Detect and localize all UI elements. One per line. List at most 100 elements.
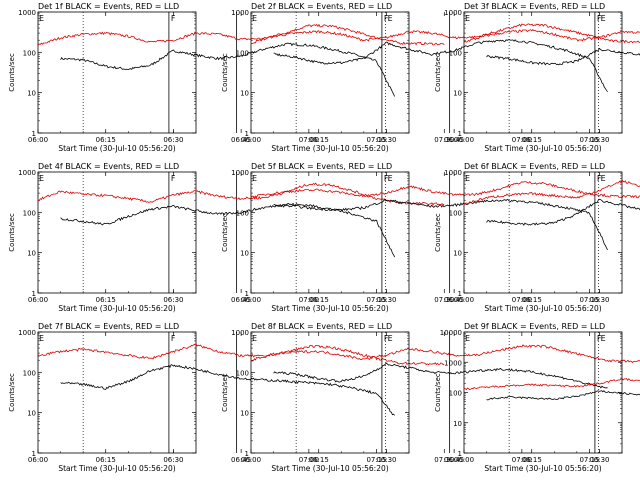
x-tick-label: 07:15: [366, 456, 386, 464]
marker-letter: E: [465, 334, 470, 343]
y-axis-label: Counts/sec: [8, 213, 16, 252]
x-tick-label: 06:45: [444, 296, 464, 304]
panel-title: Det 4f BLACK = Events, RED = LLD: [38, 162, 179, 171]
x-tick-label: 07:30: [434, 136, 454, 144]
x-tick-label: 07:15: [579, 456, 599, 464]
x-tick-label: 07:00: [299, 136, 319, 144]
y-tick-label: 100: [449, 209, 462, 217]
x-axis-label: Start Time (30-Jul-10 05:56:20): [484, 304, 601, 313]
y-axis-label: Counts/sec: [221, 213, 229, 252]
marker-letter: E: [39, 334, 44, 343]
y-tick-label: 10: [27, 250, 36, 258]
events-series-line: [60, 42, 395, 97]
lld-series-line: [37, 182, 445, 206]
marker-letter: E: [252, 14, 257, 23]
x-tick-label: 06:15: [522, 136, 542, 144]
x-tick-label: 06:15: [96, 296, 116, 304]
lld-series-line: [463, 29, 640, 43]
x-tick-label: 06:00: [241, 136, 261, 144]
marker-letter: E: [388, 174, 393, 183]
x-tick-label: 06:30: [163, 296, 183, 304]
x-tick-label: 06:00: [28, 296, 48, 304]
panel-title: Det 8f BLACK = Events, RED = LLD: [251, 322, 392, 331]
panel-title: Det 2f BLACK = Events, RED = LLD: [251, 2, 392, 11]
y-tick-label: 10: [453, 420, 462, 428]
marker-letter: F: [597, 334, 602, 343]
y-tick-label: 1000: [444, 9, 462, 17]
events-series-line: [60, 202, 395, 258]
panel: Det 5f BLACK = Events, RED = LLD11010010…: [221, 162, 640, 313]
y-tick-label: 1: [458, 130, 462, 138]
marker-letter: F: [171, 14, 176, 23]
x-tick-label: 07:00: [299, 456, 319, 464]
y-tick-label: 10: [240, 250, 249, 258]
lld-series-line: [37, 23, 445, 46]
x-tick-label: 07:00: [512, 296, 532, 304]
lld-series-line: [463, 178, 640, 205]
x-tick-label: 07:00: [299, 296, 319, 304]
events-series-line: [273, 198, 608, 251]
x-tick-label: 06:45: [444, 136, 464, 144]
y-tick-label: 1000: [231, 329, 249, 337]
x-tick-label: 06:15: [309, 296, 329, 304]
plot-frame: [250, 171, 410, 294]
plot-frame: [250, 11, 410, 134]
panel-title: Det 3f BLACK = Events, RED = LLD: [464, 2, 605, 11]
y-tick-label: 1000: [444, 169, 462, 177]
y-axis-label: Counts/sec: [434, 213, 442, 252]
y-tick-label: 10: [27, 90, 36, 98]
y-axis-label: Counts/sec: [221, 373, 229, 412]
x-tick-label: 06:00: [454, 456, 474, 464]
x-tick-label: 07:15: [579, 296, 599, 304]
plot-frame: [250, 331, 410, 454]
x-tick-label: 06:00: [454, 136, 474, 144]
plot-frame: [37, 331, 197, 454]
y-tick-label: 10: [240, 90, 249, 98]
x-axis-label: Start Time (30-Jul-10 05:56:20): [484, 144, 601, 153]
x-tick-label: 06:15: [309, 136, 329, 144]
x-tick-label: 06:30: [589, 296, 609, 304]
y-tick-label: 1000: [18, 169, 36, 177]
x-axis-label: Start Time (30-Jul-10 05:56:20): [271, 144, 388, 153]
x-tick-label: 06:15: [522, 456, 542, 464]
x-tick-label: 06:30: [376, 456, 396, 464]
panel-title: Det 6f BLACK = Events, RED = LLD: [464, 162, 605, 171]
y-axis-label: Counts/sec: [8, 373, 16, 412]
panel-title: Det 1f BLACK = Events, RED = LLD: [38, 2, 179, 11]
y-tick-label: 1: [32, 450, 36, 458]
events-series-line: [273, 362, 608, 389]
panel: Det 7f BLACK = Events, RED = LLD11010010…: [8, 322, 454, 473]
y-tick-label: 100: [236, 49, 249, 57]
x-tick-label: 06:15: [309, 456, 329, 464]
events-series-line: [60, 364, 395, 416]
marker-letter: E: [252, 174, 257, 183]
panel-title: Det 9f BLACK = Events, RED = LLD: [464, 322, 605, 331]
marker-letter: E: [39, 174, 44, 183]
marker-letter: E: [388, 14, 393, 23]
y-tick-label: 1000: [231, 9, 249, 17]
y-tick-label: 10000: [440, 329, 462, 337]
y-tick-label: 1: [458, 290, 462, 298]
lld-series-line: [250, 23, 640, 45]
x-tick-label: 07:30: [434, 296, 454, 304]
x-axis-label: Start Time (30-Jul-10 05:56:20): [58, 304, 175, 313]
x-tick-label: 06:15: [96, 456, 116, 464]
x-tick-label: 06:45: [444, 456, 464, 464]
panel: Det 9f BLACK = Events, RED = LLD 1 10 100 10…: [434, 322, 640, 473]
marker-letter: F: [384, 174, 389, 183]
marker-letter: E: [601, 14, 606, 23]
panel: Det 1f BLACK = Events, RED = LLD11010010…: [8, 2, 454, 153]
x-tick-label: 06:30: [589, 136, 609, 144]
panel: Det 4f BLACK = Events, RED = LLD11010010…: [8, 162, 454, 313]
y-tick-label: 1000: [18, 9, 36, 17]
x-tick-label: 06:00: [241, 296, 261, 304]
marker-letter: F: [171, 334, 176, 343]
y-axis-label: Counts/sec: [434, 53, 442, 92]
panel: Det 6f BLACK = Events, RED = LLD 1 10 100 10…: [434, 162, 640, 313]
x-tick-label: 06:45: [231, 296, 251, 304]
y-tick-label: 10: [27, 410, 36, 418]
y-tick-label: 100: [236, 209, 249, 217]
panel: Det 2f BLACK = Events, RED = LLD 1 10 100 10…: [221, 2, 640, 153]
plot-frame: [37, 11, 197, 134]
y-tick-label: 100: [449, 49, 462, 57]
